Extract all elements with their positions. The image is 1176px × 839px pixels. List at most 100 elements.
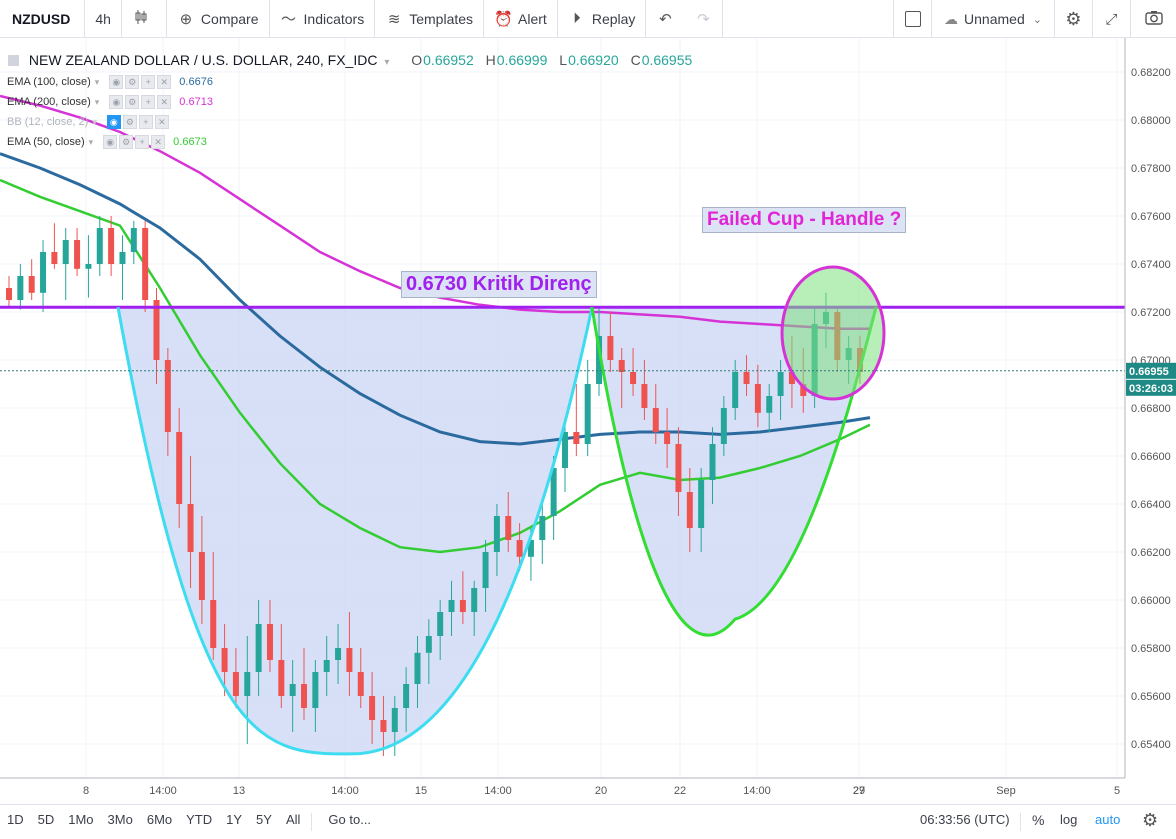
alert-button[interactable]: ⏰ Alert [484,0,558,38]
templates-button[interactable]: ≋ Templates [375,0,485,38]
range-button-all[interactable]: All [285,811,301,827]
candle [346,612,353,696]
plus-icon[interactable]: + [141,95,156,109]
close-icon[interactable]: ✕ [157,95,172,109]
candle [459,571,466,624]
goto-button[interactable]: Go to... [328,811,372,827]
candle-body [471,588,478,612]
candle-body [335,648,342,660]
eye-icon[interactable]: ◉ [109,75,124,89]
price-tick-label: 0.67600 [1131,211,1171,223]
range-button-1y[interactable]: 1Y [226,811,243,827]
candle-body [244,672,251,696]
candle-body [664,432,671,444]
price-tick-label: 0.65400 [1131,739,1171,751]
candle-body [754,384,761,413]
percent-toggle[interactable]: % [1032,811,1045,828]
interval-selector[interactable]: 4h [85,0,122,38]
candle-body [573,432,580,444]
log-toggle[interactable]: log [1060,811,1078,827]
legend-title[interactable]: NEW ZEALAND DOLLAR / U.S. DOLLAR, 240, F… [28,52,378,68]
range-button-1d[interactable]: 1D [7,811,24,827]
candle [675,427,682,516]
settings-icon[interactable]: ⚙ [119,135,134,149]
indicator-ema100[interactable]: EMA (100, close) ▾ ◉ ⚙ + ✕ 0.6676 [7,75,213,89]
range-button-5d[interactable]: 5D [37,811,55,827]
indicator-ema50[interactable]: EMA (50, close) ▾ ◉ ⚙ + ✕ 0.6673 [7,135,207,149]
candle-body [709,444,716,480]
templates-icon: ≋ [387,10,401,28]
indicator-bb[interactable]: BB (12, close, 2) ▾ ◉ ⚙ + ✕ [7,115,169,129]
replay-label: Replay [591,10,636,27]
candle-body [153,300,160,360]
cloud-icon: ☁ [944,10,959,27]
redo-button[interactable]: ↷ [684,0,724,38]
undo-button[interactable]: ↶ [646,0,684,38]
indicators-button[interactable]: 〜 Indicators [270,0,376,38]
close-icon[interactable]: ✕ [154,115,169,129]
settings-icon[interactable]: ⚙ [125,95,140,109]
candle-body [346,648,353,672]
candle [403,667,410,732]
candle [391,696,398,756]
indicator-ema200[interactable]: EMA (200, close) ▾ ◉ ⚙ + ✕ 0.6713 [7,95,213,109]
range-button-3mo[interactable]: 3Mo [107,811,133,827]
fullscreen-layout-button[interactable] [893,0,931,38]
candle-body [221,648,228,672]
eye-icon[interactable]: ◉ [103,135,118,149]
range-button-5y[interactable]: 5Y [256,811,272,827]
range-button-ytd[interactable]: YTD [186,811,213,827]
plus-icon[interactable]: + [141,75,156,89]
candle [74,228,81,276]
chart-type-button[interactable] [122,0,167,38]
symbol-search[interactable]: NZDUSD [0,0,86,38]
pattern-label[interactable]: Failed Cup - Handle ? [702,207,907,233]
candle [301,648,308,720]
chevron-down-icon: ⌄ [1032,13,1042,26]
utc-clock[interactable]: 06:33:56 (UTC) [920,811,1010,827]
chart-settings-button[interactable]: ⚙ [1134,805,1166,839]
dropdown-icon[interactable]: ▾ [94,96,100,107]
candle [51,223,58,269]
candle-body [493,516,500,552]
candle-body [675,444,682,492]
compare-button[interactable]: ⊕ Compare [167,0,270,38]
dropdown-icon[interactable]: ▾ [88,136,94,147]
snapshot-button[interactable] [1130,0,1176,38]
plus-icon[interactable]: + [138,115,153,129]
dropdown-icon[interactable]: ▾ [94,76,100,87]
range-button-6mo[interactable]: 6Mo [146,811,173,827]
price-tick-label: 0.68200 [1131,67,1171,79]
candle [471,580,478,636]
resistance-label[interactable]: 0.6730 Kritik Direnç [401,271,597,298]
compare-label: Compare [200,10,259,27]
price-tick-label: 0.65600 [1131,691,1171,703]
eye-icon[interactable]: ◉ [109,95,124,109]
candle [198,516,205,624]
candle-body [255,624,262,672]
replay-button[interactable]: ⏵ Replay [558,0,647,38]
candle-body [85,264,92,269]
candle-body [391,708,398,732]
candle [766,384,773,432]
time-tick-label: 14:00 [331,785,359,797]
close-icon[interactable]: ✕ [157,75,172,89]
dropdown-icon[interactable]: ▾ [92,116,97,127]
alert-label: Alert [518,10,547,27]
fullscreen-button[interactable]: ⤢ [1092,0,1130,38]
legend-dropdown-icon[interactable]: ▾ [384,57,390,68]
candle-body [17,276,24,300]
plus-icon[interactable]: + [135,135,150,149]
candle-body [437,612,444,636]
eye-icon[interactable]: ◉ [106,115,121,129]
settings-icon[interactable]: ⚙ [122,115,137,129]
range-button-1mo[interactable]: 1Mo [68,811,94,827]
settings-button[interactable]: ⚙ [1054,0,1092,38]
layout-name-button[interactable]: ☁ Unnamed ⌄ [931,0,1054,38]
settings-icon[interactable]: ⚙ [125,75,140,89]
indicator-value: 0.6713 [179,96,213,108]
close-icon[interactable]: ✕ [151,135,166,149]
replay-icon: ⏵ [573,10,581,27]
price-chart[interactable]: 0.68200 0.68000 0.67800 0.67600 0.67400 0.672… [0,38,1176,804]
auto-toggle[interactable]: auto [1095,811,1121,827]
